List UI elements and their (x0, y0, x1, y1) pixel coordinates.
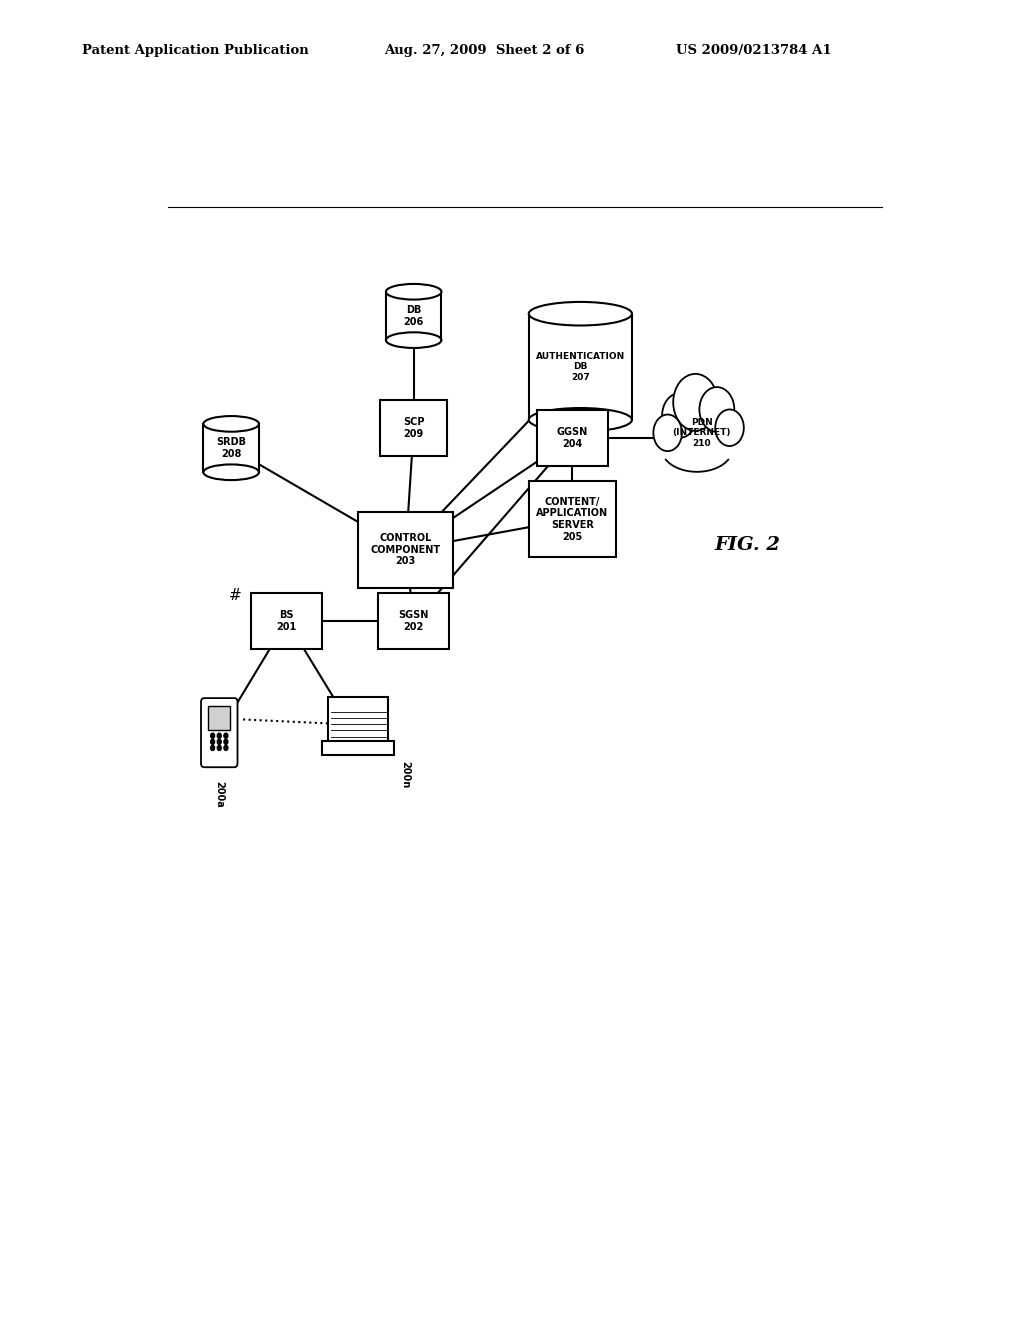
Circle shape (663, 393, 697, 438)
Circle shape (224, 733, 228, 738)
Text: BS
201: BS 201 (276, 610, 297, 632)
Circle shape (663, 393, 697, 438)
Ellipse shape (528, 302, 632, 326)
Text: SCP
209: SCP 209 (403, 417, 424, 438)
FancyBboxPatch shape (380, 400, 447, 455)
Bar (329, 697, 388, 743)
Text: US 2009/0213784 A1: US 2009/0213784 A1 (676, 44, 831, 57)
Text: 200a: 200a (214, 781, 224, 808)
Circle shape (217, 733, 221, 738)
Circle shape (699, 387, 734, 432)
Circle shape (673, 374, 718, 430)
Text: CONTENT/
APPLICATION
SERVER
205: CONTENT/ APPLICATION SERVER 205 (537, 496, 608, 541)
Text: 200n: 200n (399, 762, 410, 788)
Text: SRDB
208: SRDB 208 (216, 437, 246, 459)
Text: CONTROL
COMPONENT
203: CONTROL COMPONENT 203 (371, 533, 440, 566)
Text: PDN
(INTERNET)
210: PDN (INTERNET) 210 (673, 418, 731, 447)
Bar (655, 429, 743, 469)
Bar (386, 292, 441, 341)
Ellipse shape (528, 408, 632, 432)
Circle shape (211, 733, 215, 738)
Circle shape (224, 746, 228, 751)
FancyBboxPatch shape (358, 512, 454, 587)
Text: #: # (228, 587, 242, 603)
FancyBboxPatch shape (251, 593, 323, 649)
Bar (528, 314, 632, 420)
FancyBboxPatch shape (378, 593, 450, 649)
FancyBboxPatch shape (201, 698, 238, 767)
Circle shape (673, 374, 718, 430)
Bar (204, 424, 259, 473)
Text: DB
206: DB 206 (403, 305, 424, 327)
Ellipse shape (386, 284, 441, 300)
Circle shape (217, 739, 221, 744)
Ellipse shape (386, 333, 441, 348)
Circle shape (715, 409, 743, 446)
Ellipse shape (204, 416, 259, 432)
Bar (209, 706, 230, 730)
Circle shape (653, 414, 682, 451)
Circle shape (224, 739, 228, 744)
Circle shape (211, 739, 215, 744)
Text: FIG. 2: FIG. 2 (714, 536, 780, 553)
Circle shape (699, 387, 734, 432)
Circle shape (653, 414, 682, 451)
Text: Patent Application Publication: Patent Application Publication (82, 44, 308, 57)
Text: GGSN
204: GGSN 204 (557, 428, 588, 449)
FancyBboxPatch shape (537, 411, 608, 466)
FancyBboxPatch shape (528, 480, 616, 557)
Circle shape (217, 746, 221, 751)
Text: SGSN
202: SGSN 202 (398, 610, 429, 632)
Text: AUTHENTICATION
DB
207: AUTHENTICATION DB 207 (536, 352, 625, 381)
Ellipse shape (204, 465, 259, 480)
Text: Aug. 27, 2009  Sheet 2 of 6: Aug. 27, 2009 Sheet 2 of 6 (384, 44, 585, 57)
Circle shape (211, 746, 215, 751)
Circle shape (715, 409, 743, 446)
Bar (322, 741, 394, 755)
